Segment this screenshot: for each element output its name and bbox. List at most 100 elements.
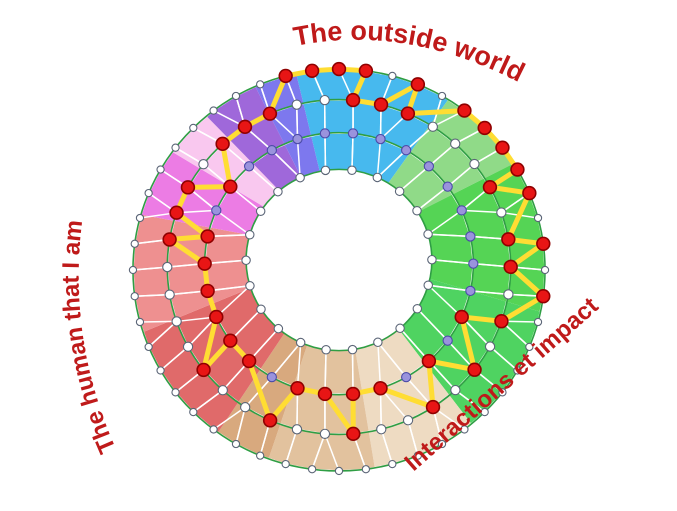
outer-node <box>256 451 265 460</box>
red-node <box>522 185 537 201</box>
mid-outer-node <box>171 316 182 327</box>
red-node <box>317 386 333 402</box>
outer-node <box>533 213 543 223</box>
mid-outer-node <box>162 261 173 273</box>
mid-inner-node <box>347 128 359 139</box>
red-node <box>209 309 224 325</box>
label-human-that-i-am: The human that I am <box>58 219 122 458</box>
mesh-line <box>148 320 178 348</box>
inner-node <box>256 304 266 314</box>
inner-node <box>321 344 331 355</box>
mid-outer-node <box>291 424 303 435</box>
inner-node <box>373 337 383 348</box>
mesh-line <box>324 433 340 472</box>
red-node <box>425 399 441 415</box>
inner-node <box>394 186 405 197</box>
mid-outer-node <box>376 424 387 435</box>
outer-node <box>437 439 447 449</box>
red-node <box>262 413 278 428</box>
red-node <box>373 97 389 112</box>
mesh-line <box>192 389 224 413</box>
inner-node <box>245 229 255 240</box>
mesh-line <box>248 328 279 362</box>
mesh-line <box>351 133 354 171</box>
mid-outer-node <box>402 415 414 426</box>
outer-node <box>189 407 198 417</box>
mid-inner-node <box>266 145 277 156</box>
outer-node <box>231 439 241 449</box>
mid-outer-node <box>198 159 209 170</box>
mesh-line <box>295 104 299 140</box>
red-node <box>454 309 469 325</box>
outer-node <box>513 366 522 375</box>
mesh-line <box>311 433 326 470</box>
mesh-line <box>160 346 189 372</box>
red-node <box>241 353 257 369</box>
mesh-line <box>454 389 486 413</box>
outer-node <box>307 465 317 474</box>
outer-node <box>334 466 344 476</box>
sector-purple <box>206 86 302 191</box>
outer-node <box>281 459 290 469</box>
mid-outer-node <box>217 385 228 396</box>
mesh-line <box>461 209 502 214</box>
inner-node <box>423 280 433 291</box>
outer-node <box>130 292 139 301</box>
outer-node <box>209 425 218 434</box>
outer-node <box>388 459 397 469</box>
mesh-line <box>416 308 449 342</box>
outer-node <box>144 342 153 352</box>
outer-node <box>498 388 507 397</box>
mesh-line <box>489 346 518 372</box>
red-node <box>467 362 482 377</box>
mesh-line <box>139 320 177 323</box>
mesh-line <box>427 284 463 318</box>
outer-node <box>480 407 489 417</box>
outer-node <box>156 165 165 174</box>
red-node <box>358 63 374 78</box>
red-node <box>278 68 293 84</box>
mid-outer-node <box>319 428 331 440</box>
mesh-line <box>175 147 204 165</box>
mesh-line <box>380 429 394 465</box>
red-node <box>215 136 230 152</box>
mesh-line <box>428 143 456 167</box>
mesh-line <box>215 209 251 236</box>
outer-node <box>171 388 180 397</box>
red-node <box>304 63 320 78</box>
outer-node <box>525 342 534 352</box>
outer-node <box>540 265 550 275</box>
red-node <box>196 362 211 378</box>
inner-node <box>395 323 405 334</box>
mid-inner-node <box>442 181 453 192</box>
mid-outer-node <box>450 384 461 396</box>
red-node-layer <box>162 61 551 442</box>
red-node <box>503 259 518 275</box>
mesh-line <box>431 258 474 265</box>
red-node <box>495 140 510 155</box>
inner-node <box>423 229 433 239</box>
mesh-line <box>416 186 449 212</box>
mid-inner-node <box>319 128 331 139</box>
mesh-line <box>399 165 430 192</box>
red-node <box>331 61 347 77</box>
mesh-line <box>284 429 298 465</box>
inner-node <box>295 172 305 183</box>
outer-node <box>209 106 218 115</box>
mesh-line <box>427 209 463 235</box>
mid-outer-node <box>496 207 507 218</box>
mid-outer-node <box>503 289 514 300</box>
red-node <box>494 314 509 329</box>
mid-inner-node <box>401 145 412 156</box>
red-node <box>510 162 525 177</box>
mesh-line <box>248 165 279 193</box>
red-node <box>180 180 196 195</box>
mid-outer-node <box>182 341 194 352</box>
red-node <box>346 426 361 442</box>
inner-node <box>347 344 358 355</box>
mid-outer-node <box>291 99 302 110</box>
outer-node <box>135 213 145 223</box>
red-node <box>169 205 184 220</box>
